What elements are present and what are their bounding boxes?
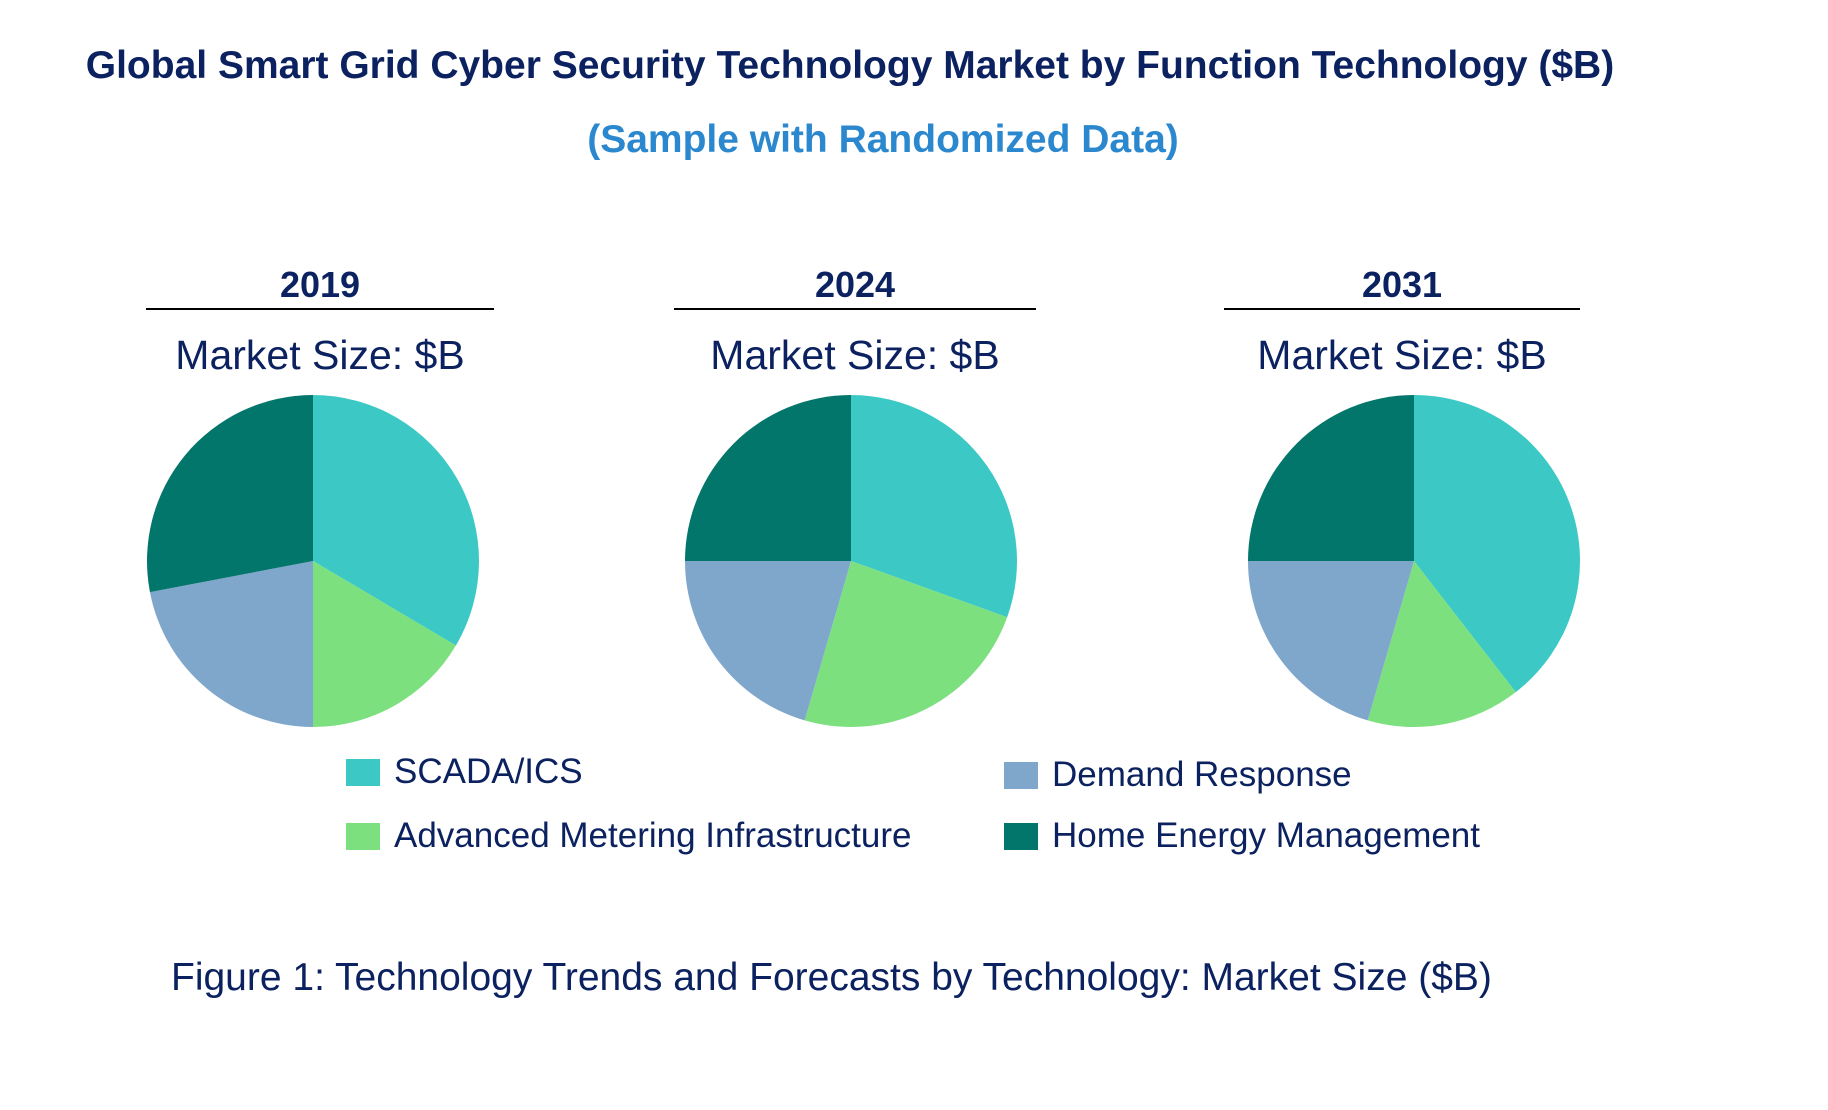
market-size-label: Market Size: $B [710,332,1000,378]
chart-subtitle: (Sample with Randomized Data) [587,118,1179,161]
pie-slice-2031-demand-response [1248,561,1414,721]
legend-label: Home Energy Management [1052,816,1480,855]
chart-title: Global Smart Grid Cyber Security Technol… [85,44,1615,87]
market-size-label: Market Size: $B [175,332,465,378]
legend-item-ami: Advanced Metering Infrastructure [346,816,911,856]
pie-year-label: 2019 [279,264,361,305]
chart-legend: SCADA/ICS Demand Response Advanced Meter… [0,752,1828,882]
pie-slice-2031-scada-ics [1414,395,1580,693]
legend-item-scada: SCADA/ICS [346,752,583,792]
market-size-label: Market Size: $B [1257,332,1547,378]
pie-slice-2019-home-energy-management [147,395,313,593]
pie-slice-2024-demand-response [685,561,851,721]
legend-label: Demand Response [1052,755,1352,794]
pie-block-2019: 2019 Market Size: $B [146,262,494,380]
figure-caption: Figure 1: Technology Trends and Forecast… [171,956,1492,999]
pie-block-2024: 2024 Market Size: $B [674,262,1036,380]
pie-year-label: 2024 [814,264,896,305]
pie-slice-2024-advanced-metering-infrastructure [804,561,1008,727]
legend-item-home-energy: Home Energy Management [1004,816,1480,856]
year-underline [1224,308,1580,310]
legend-swatch-ami [346,822,380,850]
pie-slice-2019-scada-ics [313,395,479,646]
pie-slice-2024-home-energy-management [685,395,851,561]
legend-label: SCADA/ICS [394,752,583,791]
legend-swatch-scada [346,758,380,786]
legend-item-demand-response: Demand Response [1004,755,1352,795]
legend-swatch-demand-response [1004,761,1038,789]
pie-slice-2019-advanced-metering-infrastructure [313,561,456,727]
legend-swatch-home-energy [1004,822,1038,850]
pie-block-2031: 2031 Market Size: $B [1224,262,1580,380]
pie-slice-2019-demand-response [149,561,313,727]
pie-slice-2031-advanced-metering-infrastructure [1367,561,1516,727]
legend-label: Advanced Metering Infrastructure [394,816,912,855]
year-underline [674,308,1036,310]
pie-slice-2024-scada-ics [851,395,1017,618]
year-underline [146,308,494,310]
pie-slice-2031-home-energy-management [1248,395,1414,561]
pie-year-label: 2031 [1361,264,1443,305]
